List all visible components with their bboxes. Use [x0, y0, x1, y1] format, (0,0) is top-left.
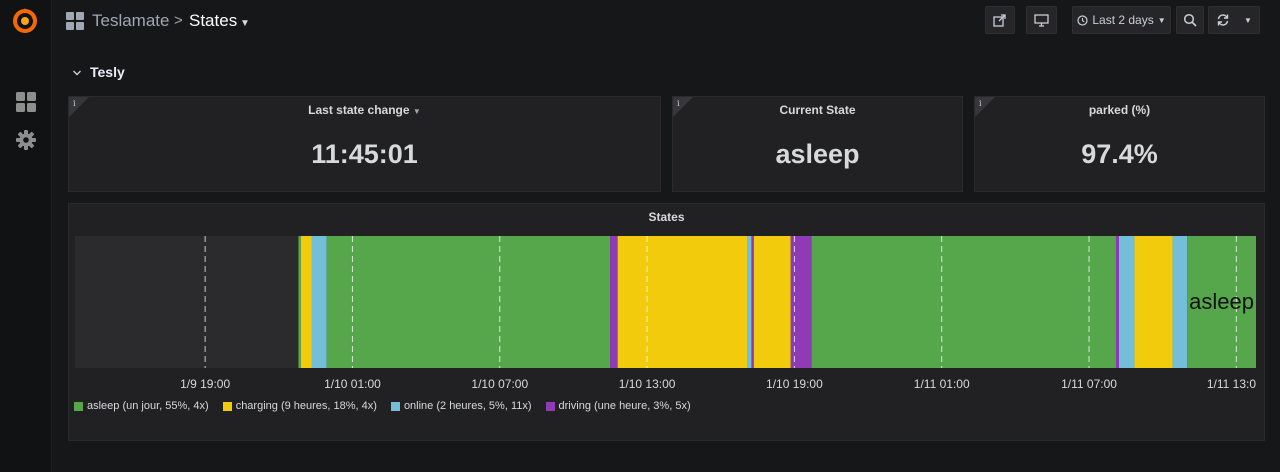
legend-label: online (2 heures, 5%, 11x) [403, 400, 532, 412]
state-segment-online[interactable] [1118, 236, 1135, 368]
search-icon [1183, 13, 1197, 27]
panel-title[interactable]: Last state change [308, 103, 410, 117]
time-range-picker[interactable]: Last 2 days ▼ [1072, 6, 1171, 34]
state-segment-charging[interactable] [753, 236, 791, 368]
legend-label: charging (9 heures, 18%, 4x) [235, 400, 377, 412]
breadcrumb-folder[interactable]: Teslamate [92, 11, 170, 30]
info-icon[interactable]: i [677, 99, 680, 108]
legend-swatch [390, 401, 400, 411]
panel-info-corner[interactable] [69, 97, 89, 117]
share-icon [993, 14, 1006, 27]
state-segment-asleep[interactable] [1187, 236, 1256, 368]
x-tick-label: 1/10 19:00 [766, 377, 823, 391]
refresh-icon [1217, 14, 1229, 26]
state-segment-charging[interactable] [1134, 236, 1173, 368]
state-segment-online[interactable] [1172, 236, 1188, 368]
legend-item-online[interactable]: online (2 heures, 5%, 11x) [390, 400, 532, 412]
sidebar [0, 0, 52, 472]
legend-swatch [74, 401, 83, 411]
x-tick-label: 1/10 01:00 [324, 377, 381, 391]
zoom-out-button[interactable] [1176, 6, 1204, 34]
panel-current-state: i Current State asleep [672, 96, 963, 192]
info-icon[interactable]: i [979, 99, 982, 108]
panel-title[interactable]: Current State [779, 103, 856, 117]
x-tick-label: 1/10 13:00 [619, 377, 676, 391]
x-tick-label: 1/10 07:00 [471, 377, 528, 391]
gear-icon[interactable] [14, 128, 38, 152]
dashboards-icon[interactable] [14, 90, 38, 114]
state-segment-driving[interactable] [610, 236, 618, 368]
x-tick-label: 1/11 13:0 [1207, 377, 1256, 391]
dashboard-grid-icon [66, 12, 84, 30]
state-segment-online[interactable] [747, 236, 752, 368]
legend-label: asleep (un jour, 55%, 4x) [87, 400, 209, 412]
panel-value: 97.4% [1081, 139, 1158, 169]
refresh-button[interactable]: ▼ [1208, 6, 1260, 34]
panel-title-wrapper[interactable]: Last state change ▼ [69, 103, 660, 117]
legend-swatch [222, 401, 232, 411]
chevron-down-icon[interactable] [72, 68, 82, 78]
breadcrumb-separator: > [174, 12, 183, 29]
chart-legend: asleep (un jour, 55%, 4x) charging (9 heu… [74, 400, 691, 412]
panel-title[interactable]: States [648, 210, 685, 224]
panel-last-state-change: i Last state change ▼ 11:45:01 [68, 96, 661, 192]
state-segment-asleep[interactable] [298, 236, 301, 368]
state-segment-online[interactable] [311, 236, 327, 368]
caret-down-icon[interactable]: ▼ [240, 18, 250, 29]
caret-down-icon: ▼ [1157, 15, 1166, 25]
state-segment-driving[interactable] [790, 236, 812, 368]
row-title[interactable]: Tesly [90, 64, 125, 80]
clock-icon [1077, 14, 1088, 26]
time-range-label: Last 2 days [1092, 13, 1154, 27]
caret-down-icon[interactable]: ▼ [1244, 15, 1252, 25]
x-tick-label: 1/11 07:00 [1061, 377, 1117, 391]
dashboard-title[interactable]: States [189, 11, 238, 30]
legend-swatch [545, 401, 555, 411]
legend-item-asleep[interactable]: asleep (un jour, 55%, 4x) [74, 400, 209, 412]
state-segment-charging[interactable] [617, 236, 748, 368]
panel-value: 11:45:01 [311, 139, 418, 169]
state-segment-charging[interactable] [300, 236, 312, 368]
panel-info-corner[interactable] [975, 97, 995, 117]
top-bar: Teslamate > States ▼ Last 2 days ▼ [52, 0, 1280, 44]
state-segment-asleep[interactable] [811, 236, 1117, 368]
current-state-label: asleep [1189, 289, 1254, 314]
share-button[interactable] [985, 6, 1015, 34]
grafana-logo-icon[interactable] [11, 6, 39, 34]
x-tick-label: 1/9 19:00 [180, 377, 230, 391]
legend-item-charging[interactable]: charging (9 heures, 18%, 4x) [222, 400, 377, 412]
panel-info-corner[interactable] [673, 97, 693, 117]
legend-item-driving[interactable]: driving (une heure, 3%, 5x) [545, 400, 691, 412]
panel-value: asleep [775, 139, 860, 169]
state-segment-driving[interactable] [1116, 236, 1119, 368]
x-tick-label: 1/11 01:00 [914, 377, 970, 391]
panel-parked: i parked (%) 97.4% [974, 96, 1265, 192]
legend-label: driving (une heure, 3%, 5x) [558, 400, 691, 412]
tv-mode-button[interactable] [1026, 6, 1057, 34]
panel-title[interactable]: parked (%) [1088, 103, 1151, 117]
monitor-icon [1034, 13, 1049, 27]
info-icon[interactable]: i [73, 99, 76, 108]
caret-down-icon[interactable]: ▼ [412, 107, 421, 116]
state-segment-driving[interactable] [751, 236, 754, 368]
state-segment-asleep[interactable] [326, 236, 611, 368]
